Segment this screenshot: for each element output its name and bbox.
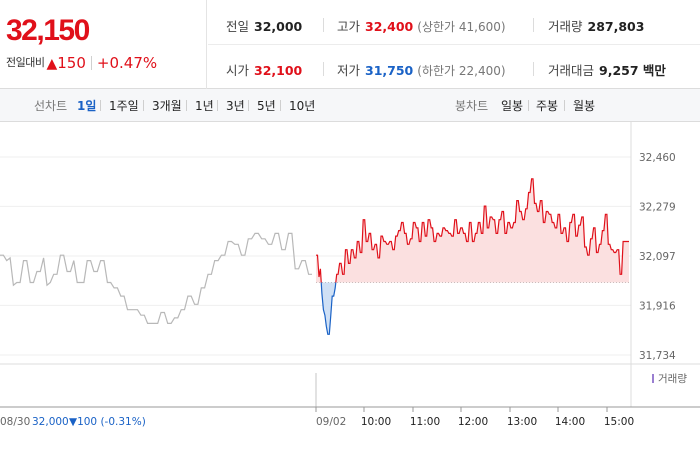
x-tick-label: 13:00 bbox=[507, 416, 537, 428]
current-date-label: 09/02 bbox=[316, 416, 346, 428]
open-cell: 시가 32,100 bbox=[226, 60, 302, 79]
tab-monthly-candle[interactable]: 월봉 bbox=[573, 99, 596, 113]
chart-period-tabbar: 선차트 1일 1주일 3개월 1년 3년 5년 10년 봉차트 일봉 주봉 월봉 bbox=[0, 89, 700, 122]
quote-header: 32,150 전일대비 ▲150 +0.47% 전일 32,000 고가 32,400(… bbox=[0, 0, 700, 89]
current-price: 32,150 bbox=[6, 14, 90, 47]
up-area-fill bbox=[316, 178, 629, 283]
low-value: 31,750 bbox=[365, 63, 414, 78]
low-label: 저가 bbox=[337, 63, 361, 78]
x-tick-label: 15:00 bbox=[604, 416, 634, 428]
prev-day-series-line bbox=[0, 232, 312, 324]
y-tick-label: 32,460 bbox=[639, 152, 676, 164]
tab-10y[interactable]: 10년 bbox=[289, 99, 316, 113]
x-tick-label: 11:00 bbox=[410, 416, 440, 428]
prev-close-label: 전일 bbox=[226, 19, 250, 34]
upper-limit: (상한가 41,600) bbox=[417, 20, 506, 34]
x-tick-label: 12:00 bbox=[458, 416, 488, 428]
line-chart-label: 선차트 bbox=[34, 99, 68, 113]
y-tick-label: 32,097 bbox=[639, 251, 676, 263]
open-value: 32,100 bbox=[254, 63, 303, 78]
tab-divider bbox=[564, 100, 565, 111]
high-label: 고가 bbox=[337, 19, 361, 34]
volume-cell: 거래량 287,803 bbox=[548, 16, 644, 35]
info-divider bbox=[323, 18, 324, 32]
prev-date-label: 08/30 bbox=[0, 416, 30, 428]
tab-3m[interactable]: 3개월 bbox=[152, 99, 182, 113]
volume-legend-swatch bbox=[652, 374, 654, 383]
tab-5y[interactable]: 5년 bbox=[257, 99, 276, 113]
high-cell: 고가 32,400 (상한가 41,600) bbox=[337, 16, 506, 35]
tab-1y[interactable]: 1년 bbox=[195, 99, 214, 113]
up-arrow-icon: ▲ bbox=[46, 56, 58, 72]
amount-label: 거래대금 bbox=[548, 63, 595, 78]
prev-close-value: 32,000 bbox=[254, 19, 303, 34]
open-label: 시가 bbox=[226, 63, 250, 78]
info-divider bbox=[533, 62, 534, 76]
tab-divider bbox=[217, 100, 218, 111]
y-tick-label: 31,916 bbox=[639, 300, 676, 312]
change-value: 150 bbox=[57, 54, 86, 72]
volume-value: 287,803 bbox=[587, 19, 645, 34]
volume-legend: 거래량 bbox=[658, 373, 687, 385]
tab-3y[interactable]: 3년 bbox=[226, 99, 245, 113]
change-percent: +0.47% bbox=[96, 54, 158, 72]
info-divider bbox=[323, 62, 324, 76]
prev-change-footer: ▼100 (-0.31%) bbox=[69, 416, 146, 428]
tab-divider bbox=[100, 100, 101, 111]
prev-close-footer: 32,000 bbox=[32, 416, 69, 428]
intraday-price-chart[interactable]: 32,460 32,279 32,097 31,916 31,734 거래량 10:00… bbox=[0, 122, 700, 450]
tab-divider bbox=[143, 100, 144, 111]
change-label: 전일대비 bbox=[6, 56, 45, 69]
info-divider bbox=[533, 18, 534, 32]
volume-label: 거래량 bbox=[548, 19, 583, 34]
high-value: 32,400 bbox=[365, 19, 414, 34]
y-tick-label: 32,279 bbox=[639, 201, 676, 213]
x-tick-label: 14:00 bbox=[555, 416, 585, 428]
amount-cell: 거래대금 9,257 백만 bbox=[548, 60, 666, 79]
tab-divider bbox=[528, 100, 529, 111]
amount-value: 9,257 백만 bbox=[599, 63, 666, 78]
today-series-line-up bbox=[316, 178, 629, 283]
change-divider bbox=[90, 56, 92, 70]
low-cell: 저가 31,750 (하한가 22,400) bbox=[337, 60, 506, 79]
tab-1d[interactable]: 1일 bbox=[77, 99, 97, 113]
tab-daily-candle[interactable]: 일봉 bbox=[501, 99, 524, 113]
candle-chart-label: 봉차트 bbox=[455, 99, 489, 113]
tab-1w[interactable]: 1주일 bbox=[109, 99, 139, 113]
tab-divider bbox=[280, 100, 281, 111]
info-row-divider bbox=[208, 44, 700, 45]
change-row: 전일대비 ▲150 +0.47% bbox=[6, 54, 157, 72]
tab-divider bbox=[248, 100, 249, 111]
x-tick-label: 10:00 bbox=[361, 416, 391, 428]
tab-weekly-candle[interactable]: 주봉 bbox=[536, 99, 559, 113]
prev-close-cell: 전일 32,000 bbox=[226, 16, 302, 35]
y-tick-label: 31,734 bbox=[639, 350, 676, 362]
tab-divider bbox=[186, 100, 187, 111]
current-price-box: 32,150 전일대비 ▲150 +0.47% bbox=[0, 0, 207, 89]
lower-limit: (하한가 22,400) bbox=[417, 64, 506, 78]
